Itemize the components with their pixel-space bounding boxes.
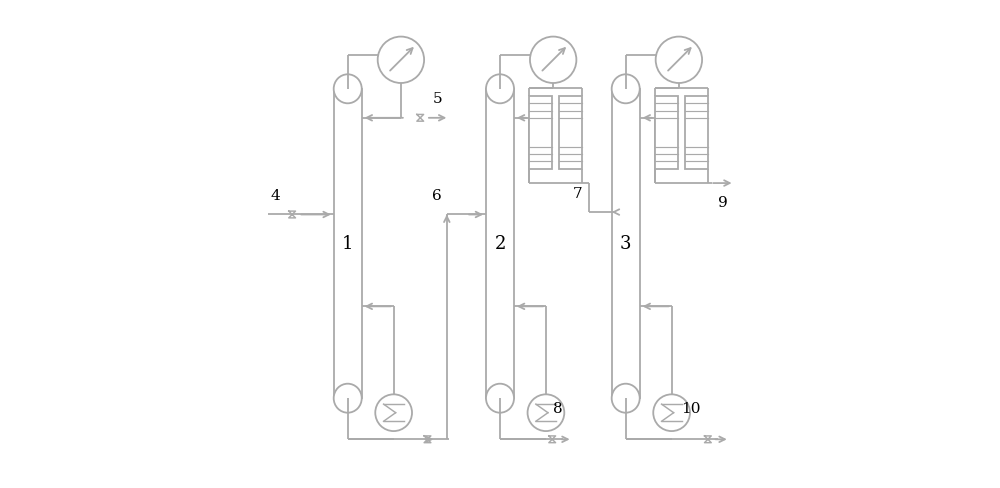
Text: 1: 1 bbox=[342, 235, 353, 253]
Text: 6: 6 bbox=[432, 189, 442, 203]
Ellipse shape bbox=[612, 384, 640, 413]
Circle shape bbox=[530, 38, 576, 84]
Ellipse shape bbox=[612, 75, 640, 104]
Text: 10: 10 bbox=[681, 401, 701, 415]
Ellipse shape bbox=[334, 384, 362, 413]
Bar bbox=[655, 97, 678, 169]
Bar bbox=[612, 90, 640, 398]
Text: 4: 4 bbox=[270, 189, 280, 203]
Ellipse shape bbox=[486, 384, 514, 413]
Ellipse shape bbox=[486, 75, 514, 104]
Circle shape bbox=[656, 38, 702, 84]
Circle shape bbox=[378, 38, 424, 84]
Bar bbox=[559, 97, 582, 169]
Circle shape bbox=[528, 394, 564, 431]
Text: 3: 3 bbox=[620, 235, 631, 253]
Text: 7: 7 bbox=[573, 186, 582, 201]
Bar bbox=[685, 97, 708, 169]
Text: 8: 8 bbox=[553, 401, 563, 415]
Bar bbox=[334, 90, 362, 398]
Bar bbox=[529, 97, 552, 169]
Text: 2: 2 bbox=[494, 235, 506, 253]
Circle shape bbox=[375, 394, 412, 431]
Ellipse shape bbox=[334, 75, 362, 104]
Text: 9: 9 bbox=[718, 196, 727, 210]
Text: 5: 5 bbox=[432, 92, 442, 106]
Bar bbox=[486, 90, 514, 398]
Circle shape bbox=[653, 394, 690, 431]
